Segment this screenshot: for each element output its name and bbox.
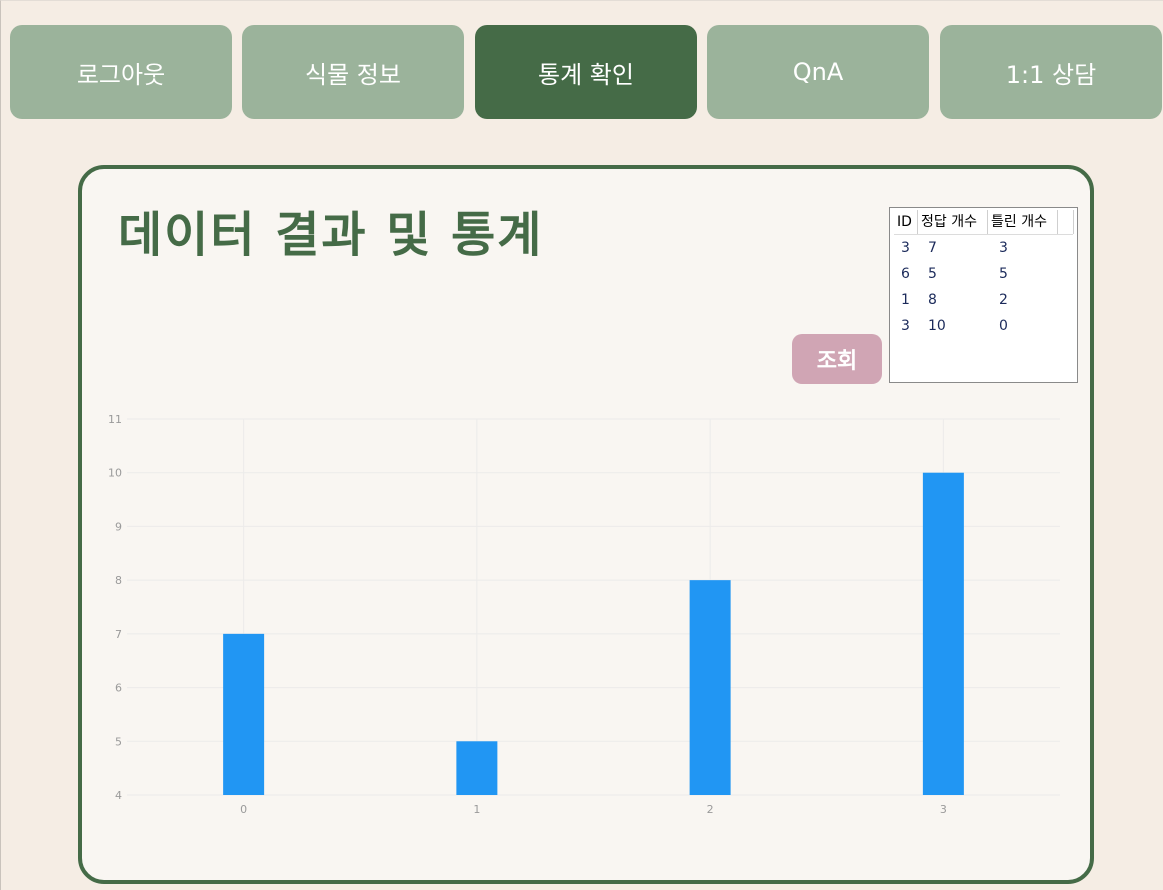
y-tick-label: 8	[115, 574, 122, 587]
page-title: 데이터 결과 및 통계	[118, 207, 544, 263]
x-tick-label: 3	[940, 803, 947, 816]
bar	[456, 741, 498, 795]
cell-id: 3	[901, 318, 910, 334]
cell-wrong: 0	[999, 318, 1008, 334]
table-row[interactable]: 3 7 3	[894, 235, 1073, 261]
table-row[interactable]: 1 8 2	[894, 287, 1073, 313]
y-tick-label: 5	[115, 735, 122, 748]
bar	[223, 633, 265, 795]
cell-correct: 10	[928, 318, 946, 334]
cell-wrong: 5	[999, 266, 1008, 282]
cell-wrong: 3	[999, 240, 1008, 256]
y-tick-label: 4	[115, 789, 122, 802]
cell-id: 1	[901, 292, 910, 308]
logout-button[interactable]: 로그아웃	[10, 25, 232, 119]
table-row[interactable]: 3 10 0	[894, 313, 1073, 339]
y-tick-label: 9	[115, 520, 122, 533]
cell-id: 6	[901, 266, 910, 282]
table-header: ID 정답 개수 틀린 개수	[894, 210, 1074, 235]
bar	[922, 472, 964, 795]
column-header-filler	[1058, 210, 1074, 234]
y-tick-label: 10	[108, 467, 122, 480]
cell-correct: 8	[928, 292, 937, 308]
plant-info-button[interactable]: 식물 정보	[242, 25, 464, 119]
x-tick-label: 0	[240, 803, 247, 816]
qna-button[interactable]: QnA	[707, 25, 929, 119]
y-tick-label: 6	[115, 682, 122, 695]
column-header-wrong[interactable]: 틀린 개수	[988, 210, 1058, 234]
results-table[interactable]: ID 정답 개수 틀린 개수 3 7 3 6 5 5 1 8 2 3 10 0	[889, 207, 1078, 383]
cell-wrong: 2	[999, 292, 1008, 308]
query-button[interactable]: 조회	[792, 334, 882, 384]
bar-chart: 4 5 6 7 8 9 10 11 0 1 2 3	[108, 413, 1060, 816]
x-tick-label: 1	[473, 803, 480, 816]
y-tick-label: 11	[108, 413, 122, 426]
table-row[interactable]: 6 5 5	[894, 261, 1073, 287]
top-navigation: 로그아웃 식물 정보 통계 확인 QnA 1:1 상담	[10, 25, 1162, 120]
column-header-correct[interactable]: 정답 개수	[918, 210, 988, 234]
column-header-id[interactable]: ID	[894, 210, 918, 234]
bar	[689, 580, 731, 795]
consultation-button[interactable]: 1:1 상담	[940, 25, 1162, 119]
cell-correct: 7	[928, 240, 937, 256]
y-tick-label: 7	[115, 628, 122, 641]
cell-id: 3	[901, 240, 910, 256]
cell-correct: 5	[928, 266, 937, 282]
statistics-button[interactable]: 통계 확인	[475, 25, 697, 119]
x-tick-label: 2	[707, 803, 714, 816]
